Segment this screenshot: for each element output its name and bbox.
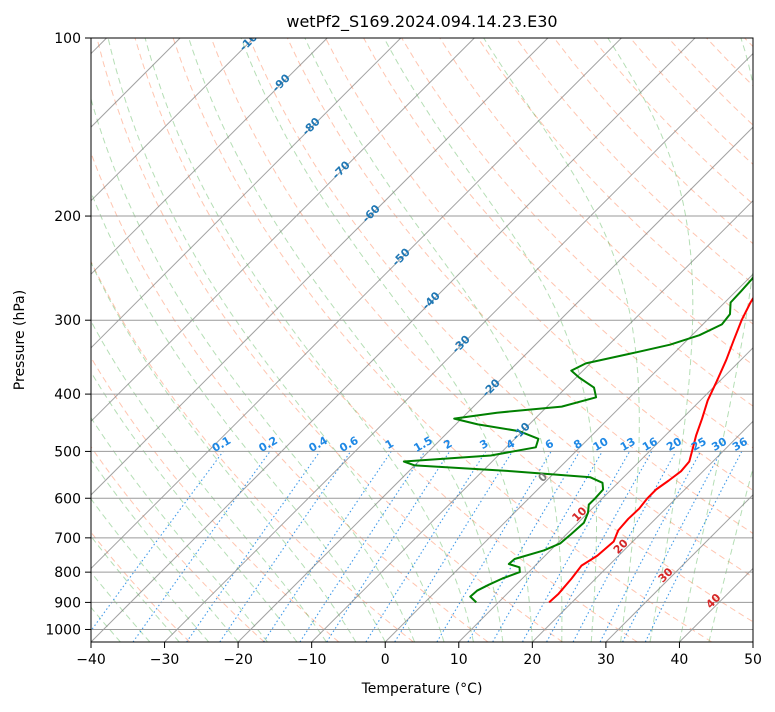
- y-tick-label: 200: [54, 209, 81, 225]
- x-tick-label: 10: [450, 652, 468, 668]
- y-tick-label: 700: [54, 531, 81, 547]
- x-tick-label: −30: [150, 652, 180, 668]
- chart-title: wetPf2_S169.2024.094.14.23.E30: [286, 12, 557, 32]
- y-tick-label: 500: [54, 444, 81, 460]
- x-tick-label: 30: [597, 652, 615, 668]
- x-tick-label: 40: [671, 652, 689, 668]
- x-tick-label: 0: [381, 652, 390, 668]
- y-tick-label: 900: [54, 595, 81, 611]
- y-tick-label: 100: [54, 31, 81, 47]
- x-tick-label: −40: [76, 652, 106, 668]
- x-tick-label: 20: [523, 652, 541, 668]
- x-tick-label: −10: [297, 652, 327, 668]
- y-tick-label: 400: [54, 387, 81, 403]
- x-axis-label: Temperature (°C): [361, 681, 483, 697]
- y-tick-label: 800: [54, 565, 81, 581]
- y-tick-label: 300: [54, 313, 81, 329]
- x-tick-label: 50: [744, 652, 762, 668]
- y-tick-label: 600: [54, 491, 81, 507]
- y-tick-label: 1000: [45, 622, 81, 638]
- x-tick-label: −20: [223, 652, 253, 668]
- y-axis-label: Pressure (hPa): [12, 290, 28, 390]
